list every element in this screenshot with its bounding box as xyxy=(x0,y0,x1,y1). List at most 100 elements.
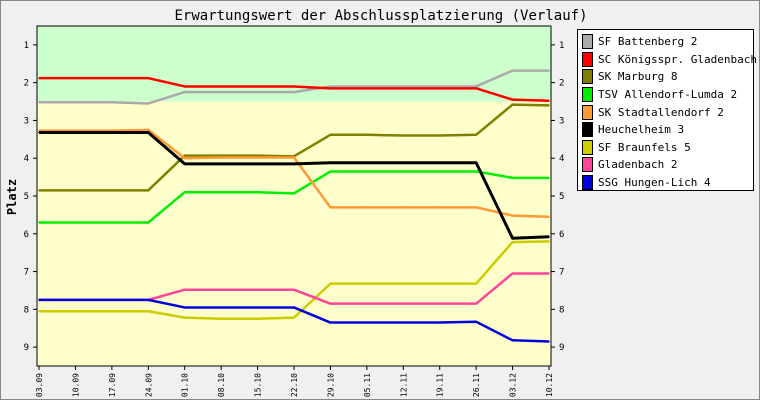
legend-swatch-0 xyxy=(582,34,593,50)
series-5-point-9 xyxy=(366,161,368,164)
x-tick-label-7: 22.10 xyxy=(290,373,299,397)
series-2-point-6 xyxy=(256,154,259,157)
series-2-point-12 xyxy=(475,134,477,136)
y-tick-label-right-7: 7 xyxy=(559,268,564,278)
series-4-point-3 xyxy=(147,129,150,131)
series-1-point-1 xyxy=(74,77,77,79)
legend-item-2: SK Marburg 8 xyxy=(582,68,749,86)
series-8-point-3 xyxy=(147,299,150,301)
legend-swatch-2 xyxy=(582,69,593,85)
series-8-point-1 xyxy=(74,299,77,301)
series-6-point-9 xyxy=(366,282,368,285)
x-tick-label-10: 12.11 xyxy=(399,373,408,397)
series-3-point-0 xyxy=(38,221,40,224)
y-tick-label-right-4: 4 xyxy=(559,154,564,164)
series-3-point-4 xyxy=(183,191,186,194)
series-2-point-11 xyxy=(438,134,441,137)
legend-item-1: SC Königsspr. Gladenbach 3 xyxy=(582,51,760,69)
series-0-point-10 xyxy=(402,85,405,88)
series-2-point-13 xyxy=(511,103,514,106)
series-0-point-11 xyxy=(438,85,441,88)
legend-swatch-6 xyxy=(582,139,593,155)
x-tick-label-3: 24.09 xyxy=(144,373,153,397)
x-tick-label-9: 05.11 xyxy=(363,373,372,397)
y-tick-label-right-8: 8 xyxy=(559,305,564,315)
series-7-point-7 xyxy=(293,288,295,291)
y-tick-label-left-5: 5 xyxy=(24,192,29,202)
series-6-point-7 xyxy=(293,316,295,319)
y-tick-label-left-1: 1 xyxy=(24,41,29,51)
series-3-point-12 xyxy=(475,170,477,173)
y-tick-label-right-6: 6 xyxy=(559,230,564,240)
series-6-point-11 xyxy=(438,282,441,285)
series-1-point-5 xyxy=(220,85,222,88)
series-1-point-3 xyxy=(147,77,150,79)
series-3-point-2 xyxy=(111,221,113,224)
series-3-point-14 xyxy=(548,177,550,179)
series-2-point-10 xyxy=(402,134,405,137)
series-8-point-5 xyxy=(220,306,222,309)
y-tick-label-left-8: 8 xyxy=(24,305,29,315)
series-5-point-12 xyxy=(475,161,477,164)
series-5-point-3 xyxy=(147,131,150,134)
series-4-point-8 xyxy=(329,206,332,209)
series-8-point-9 xyxy=(366,321,368,324)
x-tick-label-0: 03.09 xyxy=(35,373,44,397)
series-3-point-3 xyxy=(147,221,150,224)
series-5-point-10 xyxy=(402,161,405,164)
series-4-point-4 xyxy=(183,157,186,160)
series-5-point-11 xyxy=(438,161,441,164)
y-tick-label-right-2: 2 xyxy=(559,79,564,89)
legend: SF Battenberg 2 SC Königsspr. Gladenbach … xyxy=(577,29,760,191)
series-1-point-4 xyxy=(183,85,186,88)
series-4-point-7 xyxy=(293,156,295,159)
series-7-point-8 xyxy=(329,302,332,305)
series-7-point-10 xyxy=(402,302,405,305)
series-7-point-5 xyxy=(220,288,222,291)
series-1-point-8 xyxy=(329,87,332,90)
series-0-point-7 xyxy=(293,91,295,93)
legend-swatch-5 xyxy=(582,122,593,138)
x-tick-label-6: 15.10 xyxy=(254,373,263,397)
x-tick-label-8: 29.10 xyxy=(326,373,335,397)
y-tick-label-left-4: 4 xyxy=(24,154,29,164)
legend-swatch-8 xyxy=(582,175,593,191)
legend-item-3: TSV Allendorf-Lumda 2 xyxy=(582,86,749,104)
y-tick-label-left-7: 7 xyxy=(24,268,29,278)
series-6-point-1 xyxy=(74,310,77,313)
series-3-point-7 xyxy=(293,192,295,195)
x-tick-label-4: 01.10 xyxy=(181,373,190,397)
y-tick-label-left-3: 3 xyxy=(24,116,29,126)
series-6-point-4 xyxy=(183,316,186,319)
x-tick-label-13: 03.12 xyxy=(509,373,518,397)
series-3-point-10 xyxy=(402,170,405,173)
series-1-point-9 xyxy=(366,87,368,90)
series-4-point-6 xyxy=(256,156,259,159)
series-1-point-2 xyxy=(111,77,113,79)
series-3-point-9 xyxy=(366,170,368,173)
series-6-point-14 xyxy=(548,240,550,243)
y-tick-label-right-1: 1 xyxy=(559,41,564,51)
y-tick-label-right-5: 5 xyxy=(559,192,564,202)
series-2-point-3 xyxy=(147,189,150,192)
legend-swatch-7 xyxy=(582,157,593,173)
series-1-point-7 xyxy=(293,85,295,88)
series-4-point-12 xyxy=(475,206,477,209)
series-0-point-1 xyxy=(74,101,77,104)
series-0-point-14 xyxy=(548,69,550,72)
series-8-point-11 xyxy=(438,321,441,324)
series-3-point-5 xyxy=(220,191,222,194)
series-1-point-0 xyxy=(38,77,40,79)
series-2-point-2 xyxy=(111,189,113,192)
series-7-point-4 xyxy=(183,288,186,291)
y-tick-label-left-2: 2 xyxy=(24,79,29,89)
series-0-point-6 xyxy=(256,91,259,93)
series-0-point-8 xyxy=(329,85,332,88)
x-tick-label-5: 08.10 xyxy=(217,373,226,397)
x-tick-label-12: 26.11 xyxy=(472,373,481,397)
series-1-point-10 xyxy=(402,87,405,90)
series-8-point-2 xyxy=(111,299,113,301)
legend-swatch-1 xyxy=(582,51,593,67)
series-3-point-1 xyxy=(74,221,77,224)
